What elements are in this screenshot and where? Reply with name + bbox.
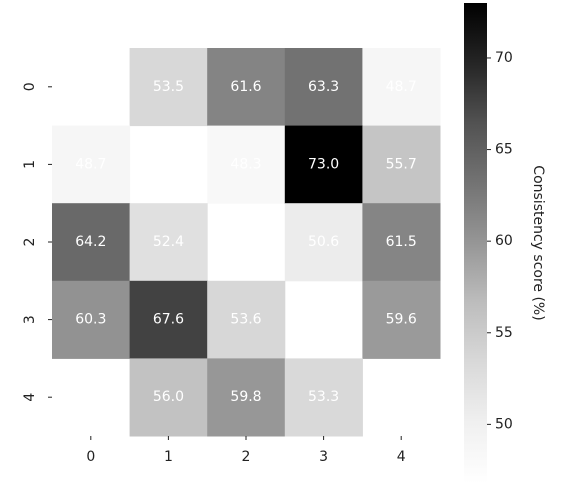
cell-label: 61.6: [230, 79, 261, 95]
cell-label: 67.6: [153, 312, 184, 328]
heatmap-cell: [362, 48, 441, 127]
cell-label: 60.3: [75, 312, 106, 328]
colorbar-tick-label: 60: [495, 233, 513, 249]
y-tick-label: 1: [22, 160, 38, 169]
cell-label: 52.4: [153, 234, 184, 250]
heatmap-cell: [284, 48, 363, 127]
colorbar-label: Consistency score (%): [530, 165, 546, 320]
cell-label: 63.3: [308, 79, 339, 95]
heatmap-cell: [362, 280, 441, 359]
cell-label: 48.3: [230, 156, 261, 172]
colorbar-tick-label: 65: [495, 142, 513, 158]
colorbar-tick-label: 50: [495, 416, 513, 432]
cell-label: 53.6: [230, 312, 261, 328]
cell-label: 59.8: [230, 389, 261, 405]
heatmap-cell: [52, 203, 131, 282]
colorbar-tick-label: 55: [495, 325, 513, 341]
cell-label: 53.3: [308, 389, 339, 405]
cell-label: 48.7: [75, 156, 106, 172]
x-tick-label: 3: [319, 449, 328, 465]
x-tick-label: 0: [86, 449, 95, 465]
heatmap-cell: [284, 358, 363, 437]
y-tick-label: 4: [22, 393, 38, 402]
heatmap-cell: [362, 203, 441, 282]
heatmap-cell: [362, 125, 441, 204]
heatmap-cell: [52, 280, 131, 359]
x-tick-label: 1: [164, 449, 173, 465]
cell-label: 53.5: [153, 79, 184, 95]
cell-label: 55.7: [386, 156, 417, 172]
colorbar: [464, 3, 487, 483]
heatmap-cell: [129, 203, 208, 282]
y-tick-label: 3: [22, 315, 38, 324]
heatmap-cell: [129, 358, 208, 437]
heatmap-cell: [207, 358, 286, 437]
y-tick-label: 0: [22, 82, 38, 91]
heatmap-cell: [284, 203, 363, 282]
cell-label: 61.5: [386, 234, 417, 250]
cell-label: 64.2: [75, 234, 106, 250]
heatmap-cell: [52, 125, 131, 204]
colorbar-tick-label: 70: [495, 50, 513, 66]
cell-label: 59.6: [386, 312, 417, 328]
cell-label: 56.0: [153, 389, 184, 405]
cell-label: 73.0: [308, 156, 339, 172]
heatmap-cell: [207, 280, 286, 359]
heatmap-cell: [207, 125, 286, 204]
x-tick-label: 2: [242, 449, 251, 465]
cell-label: 48.7: [386, 79, 417, 95]
heatmap-cell: [207, 48, 286, 127]
x-tick-label: 4: [397, 449, 406, 465]
heatmap-cell: [129, 48, 208, 127]
heatmap-cell: [284, 125, 363, 204]
y-tick-label: 2: [22, 238, 38, 247]
heatmap-cell: [129, 280, 208, 359]
cell-label: 50.6: [308, 234, 339, 250]
